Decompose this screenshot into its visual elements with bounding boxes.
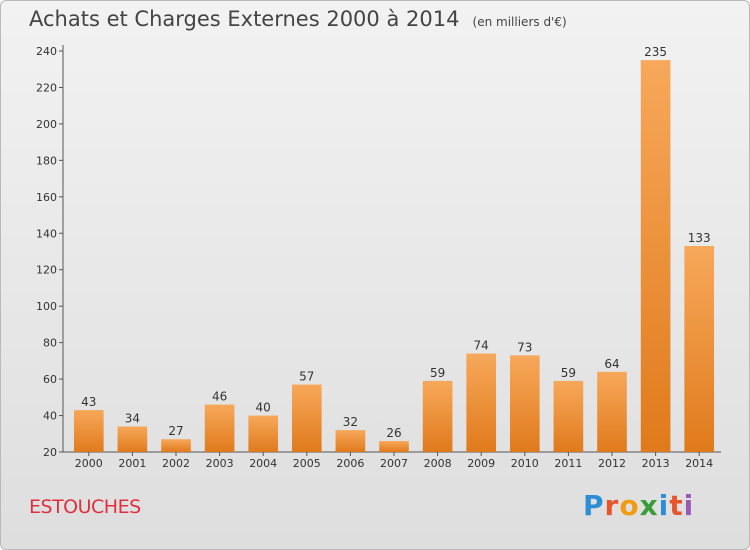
bar-2009 [466,353,497,452]
data-label-2002: 27 [168,424,183,438]
data-label-2013: 235 [644,45,667,59]
data-label-2014: 133 [688,231,711,245]
bar-2004 [248,415,279,452]
bar-2002 [161,439,191,452]
x-tick-label-2002: 2002 [162,457,190,470]
y-tick-label: 200 [36,118,57,131]
bar-2001 [117,426,148,452]
x-tick-label-2010: 2010 [511,457,539,470]
y-tick-label: 20 [43,446,57,459]
data-label-2000: 43 [81,395,96,409]
data-label-2006: 32 [343,415,358,429]
logo-letter: r [604,489,620,522]
data-label-2003: 46 [212,390,227,404]
y-tick-label: 220 [36,81,57,94]
x-tick-label-2006: 2006 [336,457,364,470]
bar-2005 [291,384,322,452]
data-label-2010: 73 [517,340,532,354]
commune-name: ESTOUCHES [29,496,141,518]
bar-2010 [509,355,540,452]
bar-2008 [422,380,453,452]
bar-2014 [684,246,715,452]
y-tick-label: 80 [43,337,57,350]
logo-letter: x [639,489,659,522]
x-tick-label-2005: 2005 [293,457,321,470]
x-tick-label-2008: 2008 [424,457,452,470]
logo-letter: i [658,489,670,522]
x-tick-label-2004: 2004 [249,457,277,470]
logo-letter: t [669,489,684,522]
data-label-2005: 57 [299,370,314,384]
x-tick-label-2012: 2012 [598,457,626,470]
y-tick-label: 240 [36,45,57,58]
x-tick-label-2003: 2003 [206,457,234,470]
x-tick-label-2013: 2013 [642,457,670,470]
data-label-2001: 34 [125,411,140,425]
y-tick-label: 140 [36,227,57,240]
logo-letter: P [583,489,605,522]
data-label-2012: 64 [604,357,619,371]
x-tick-label-2007: 2007 [380,457,408,470]
x-tick-label-2014: 2014 [685,457,713,470]
data-label-2008: 59 [430,366,445,380]
data-label-2007: 26 [386,426,401,440]
data-label-2004: 40 [256,401,271,415]
bar-2000 [73,410,104,452]
bar-2011 [553,380,584,452]
y-tick-label: 60 [43,373,57,386]
chart-title: Achats et Charges Externes 2000 à 2014 (… [29,7,567,31]
x-tick-label-2000: 2000 [75,457,103,470]
logo-letter: i [683,489,695,522]
y-tick-label: 120 [36,264,57,277]
x-tick-label-2001: 2001 [118,457,146,470]
data-label-2011: 59 [561,366,576,380]
y-tick-label: 40 [43,410,57,423]
proxiti-logo: Proxiti [583,489,694,522]
chart-title-unit: (en milliers d'€) [472,15,567,29]
bar-2007 [379,441,409,452]
bar-2003 [204,404,235,452]
x-tick-label-2009: 2009 [467,457,495,470]
bar-2006 [335,430,366,452]
chart-title-main: Achats et Charges Externes 2000 à 2014 [29,7,460,31]
y-tick-label: 160 [36,191,57,204]
x-tick-label-2011: 2011 [554,457,582,470]
bar-2012 [597,371,627,452]
y-tick-label: 180 [36,154,57,167]
bar-2013 [640,60,671,452]
y-tick-label: 100 [36,300,57,313]
data-label-2009: 74 [474,339,489,353]
logo-letter: o [619,489,640,522]
